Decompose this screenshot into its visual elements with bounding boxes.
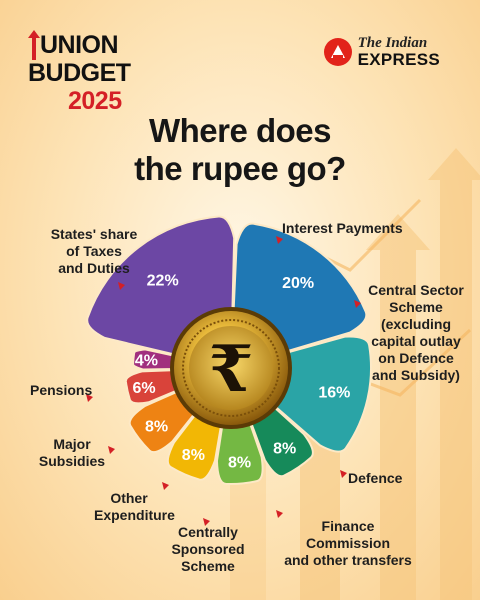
pointer-defence [340,470,347,478]
logo-line-budget: BUDGET [28,59,131,87]
pointer-central [354,300,361,308]
slice-value-other-expenditure: 8% [145,418,168,435]
label-finance-commission: Finance Commission and other transfers [278,518,418,569]
label-pointers [86,236,361,526]
slice-value-states-share: 22% [147,272,179,289]
label-other-expenditure: Other Expenditure [94,490,175,524]
slice-value-centrally-sponsored: 8% [182,447,205,464]
label-defence: Defence [348,470,403,486]
union-budget-logo: UNION BUDGET 2025 [28,30,131,114]
slice-value-defence: 8% [273,441,296,458]
svg-text:₹: ₹ [209,334,254,405]
label-line: Scheme [389,299,443,315]
label-line: Scheme [181,558,235,574]
label-line: Expenditure [94,507,175,523]
publisher-line-1: The Indian [357,35,428,51]
label-pensions: Pensions [30,382,93,398]
label-interest-payments: Interest Payments [282,220,403,236]
upward-arrow-icon [28,30,40,60]
slice-value-interest: 20% [282,275,314,292]
logo-line-union: UNION [40,31,119,59]
label-line: and other transfers [284,552,412,568]
label-line: of Taxes [66,243,122,259]
label-line: Centrally [178,524,238,540]
slice-value-labels: 20% 16% 8% 8% 8% 8% 6% 4% 22% [133,272,351,471]
label-line: Major [53,436,91,452]
slice-value-pensions: 4% [135,353,158,370]
slice-value-major-subsidies: 6% [133,380,156,397]
label-centrally-sponsored-scheme: Centrally Sponsored Scheme [168,524,248,575]
slice-value-central-sector: 16% [318,384,350,401]
label-line: Sponsored [171,541,245,557]
pointer-interest [276,236,283,244]
pointer-finance [276,510,283,518]
indian-express-logo: The Indian EXPRESS [323,35,440,69]
label-line: Subsidies [38,453,106,469]
label-line: and Subsidy) [372,367,460,383]
label-states-share: States' share of Taxes and Duties [44,226,144,277]
publisher-line-2: EXPRESS [357,50,440,69]
rupee-coin-icon: ₹ [170,307,292,429]
label-central-sector-scheme: Central Sector Scheme (excluding capital… [360,282,472,384]
label-line: Other [110,490,148,506]
label-line: capital outlay [371,333,461,349]
title-line-2: the rupee go? [134,150,346,187]
pointer-css [203,518,210,526]
label-line: Central Sector [368,282,464,298]
slice-value-finance-commission: 8% [228,455,251,472]
logo-year: 2025 [68,87,122,115]
indian-express-mark-icon [323,38,352,66]
label-line: States' share [50,226,138,242]
page-title: Where does the rupee go? [0,112,480,188]
title-line-1: Where does [148,112,332,149]
label-line: (excluding [380,316,451,332]
pointer-states [118,282,125,290]
pointer-pensions [86,394,93,402]
pointer-other [162,482,169,490]
label-line: Finance Commission [305,518,390,551]
label-major-subsidies: Major Subsidies [32,436,112,470]
pointer-subsidies [108,446,115,454]
label-line: on Defence [378,350,454,366]
label-line: and Duties [58,260,130,276]
